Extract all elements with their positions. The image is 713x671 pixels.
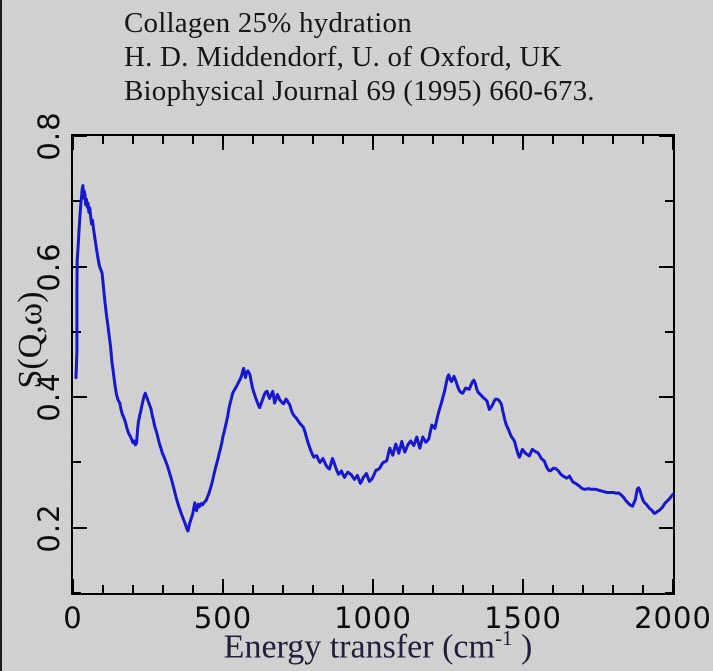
x-axis-tick [102, 585, 104, 593]
y-axis-tick [73, 200, 81, 203]
x-tick-label: 0 [63, 601, 83, 635]
x-axis-tick [462, 585, 464, 593]
x-axis-tick [372, 136, 374, 150]
x-axis-tick [522, 136, 524, 150]
x-axis-tick [102, 136, 104, 144]
x-axis-tick [492, 136, 494, 144]
x-axis-tick [462, 136, 464, 144]
y-axis-tick [73, 135, 87, 137]
x-axis-title: Energy transfer (cm-1 ) [224, 626, 533, 666]
x-axis-tick [252, 136, 254, 144]
x-axis-tick [342, 585, 344, 593]
x-axis-tick-labels: 0 500 1000 1500 2000 [63, 601, 711, 637]
spectrum-curve [74, 184, 675, 533]
y-axis-title: S(Q,ω) [12, 291, 49, 389]
x-axis-tick [522, 579, 524, 593]
x-axis-title-main: Energy transfer (cm [223, 628, 495, 666]
title-line-3: Biophysical Journal 69 (1995) 660-673. [124, 75, 595, 107]
x-axis-tick [72, 136, 74, 150]
y-tick-label: 0.8 [32, 111, 66, 161]
x-axis-tick [282, 136, 284, 144]
x-axis-tick [192, 585, 194, 593]
x-axis-tick [432, 585, 434, 593]
x-axis-tick [282, 585, 284, 593]
x-axis-tick [342, 136, 344, 144]
y-axis-tick [659, 135, 673, 137]
x-axis-tick [372, 579, 374, 593]
y-axis-tick [73, 526, 87, 529]
x-axis-tick [312, 136, 314, 144]
left-edge-artifact [0, 0, 2, 671]
y-axis-tick [665, 330, 673, 333]
y-axis-tick [73, 396, 87, 399]
title-line-2: H. D. Middendorf, U. of Oxford, UK [124, 41, 562, 73]
x-axis-tick [222, 579, 224, 593]
x-axis-tick [672, 579, 674, 593]
x-axis-tick [222, 136, 224, 150]
x-axis-tick [402, 136, 404, 144]
x-tick-label: 2000 [634, 601, 712, 635]
x-axis-tick [492, 585, 494, 593]
plot-svg [74, 184, 675, 533]
x-axis-tick [132, 136, 134, 144]
x-axis-tick [642, 585, 644, 593]
x-tick-label: 1000 [334, 601, 412, 635]
x-axis-tick [612, 585, 614, 593]
x-axis-tick [552, 585, 554, 593]
x-axis-tick [192, 136, 194, 144]
y-tick-label: 0.6 [32, 242, 66, 292]
x-axis-tick [312, 585, 314, 593]
x-tick-label: 500 [193, 601, 253, 635]
x-axis-tick [162, 136, 164, 144]
title-block: Collagen 25% hydration H. D. Middendorf,… [124, 6, 595, 108]
x-axis-tick [132, 585, 134, 593]
title-line-1: Collagen 25% hydration [124, 7, 412, 39]
x-axis-tick [402, 585, 404, 593]
y-axis-tick [665, 592, 673, 594]
x-axis-tick [612, 136, 614, 144]
y-axis-tick [73, 265, 87, 268]
x-axis-tick [252, 585, 254, 593]
y-axis-tick [659, 526, 673, 529]
y-axis-tick [659, 396, 673, 399]
y-axis-tick [665, 461, 673, 464]
x-axis-title-superscript: -1 [494, 626, 513, 650]
y-axis-tick [659, 265, 673, 268]
y-axis-tick [665, 200, 673, 203]
x-axis-tick [642, 136, 644, 144]
y-axis-tick [73, 592, 81, 594]
y-tick-label: 0.2 [32, 503, 66, 553]
x-axis-tick [582, 585, 584, 593]
x-axis-tick [582, 136, 584, 144]
x-axis-tick [672, 136, 674, 150]
x-axis-tick [432, 136, 434, 144]
x-axis-tick [552, 136, 554, 144]
x-axis-tick [72, 579, 74, 593]
y-axis-tick [73, 461, 81, 464]
x-tick-label: 1500 [484, 601, 562, 635]
plot-frame [71, 134, 675, 595]
x-axis-tick [162, 585, 164, 593]
x-axis-title-close: ) [512, 628, 533, 666]
